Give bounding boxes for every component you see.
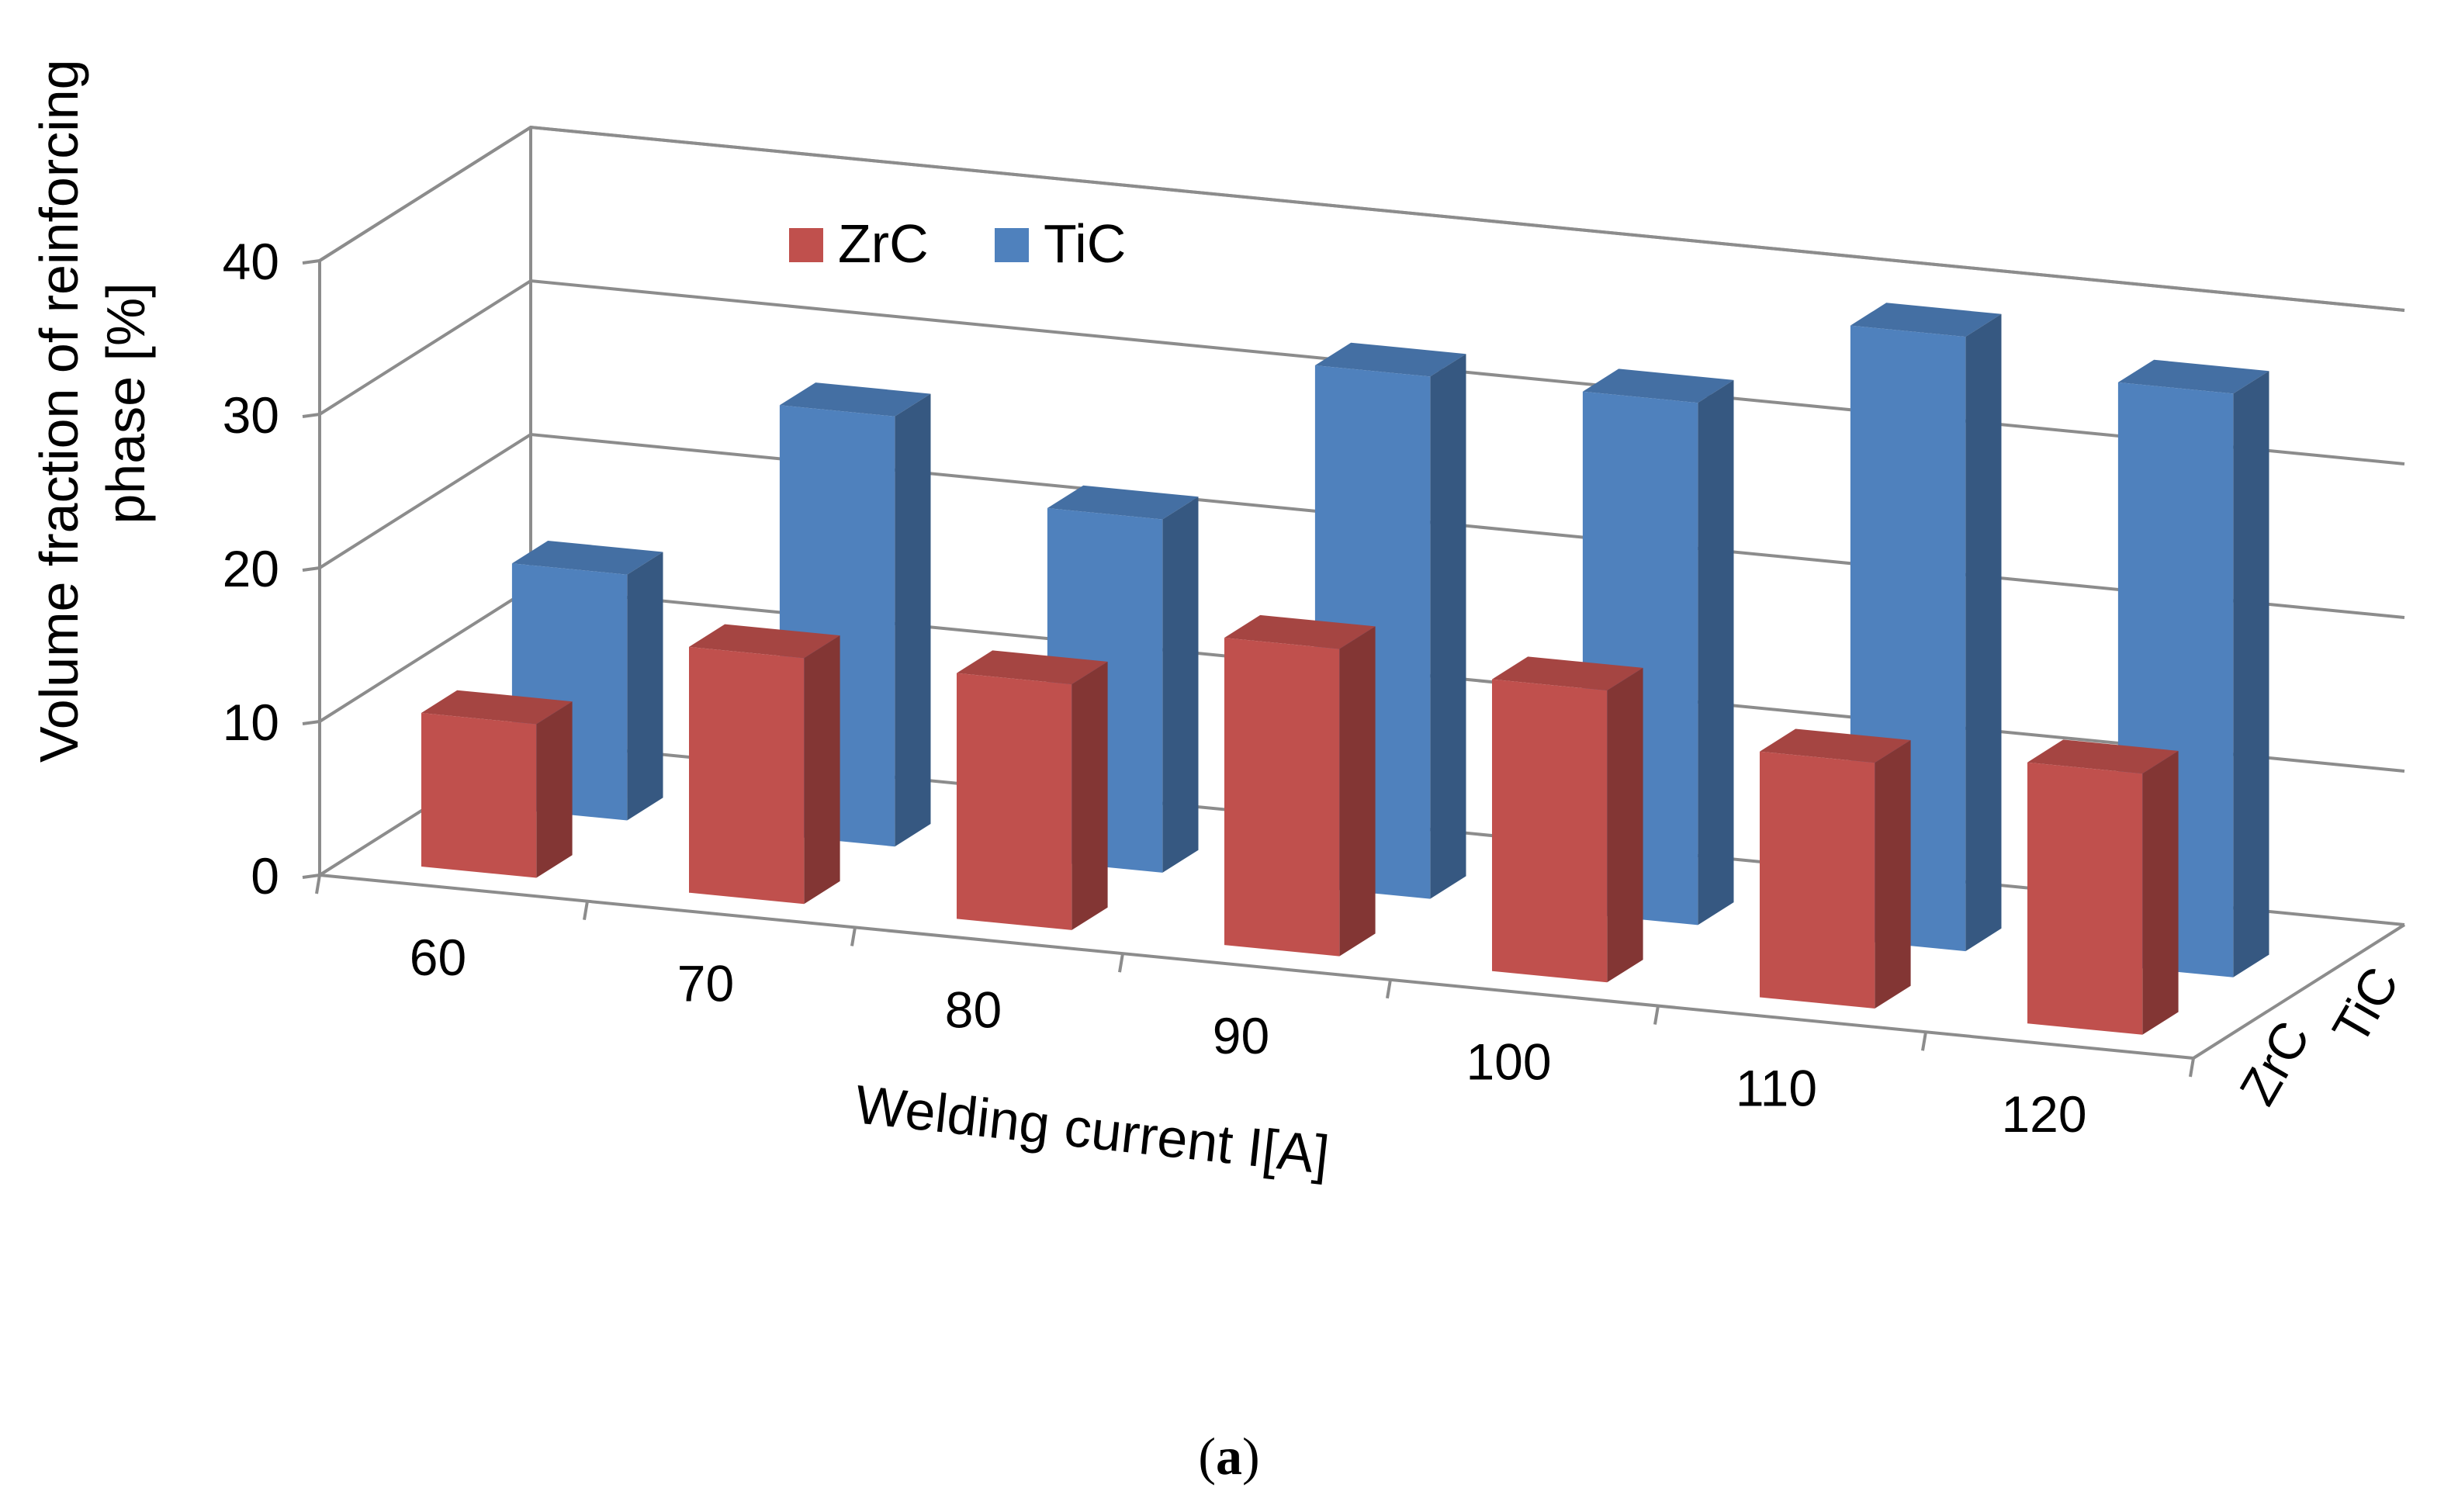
bar-side (627, 552, 663, 821)
y-tick-label: 10 (223, 694, 279, 751)
bar-top (689, 624, 840, 659)
y-axis-title-line-2: phase [%] (95, 282, 156, 524)
legend-label-tic: TiC (1044, 213, 1126, 274)
x-tick-mark (850, 927, 857, 946)
bar-front (1760, 751, 1875, 1009)
x-tick-mark (1118, 953, 1124, 973)
x-tick-mark (315, 874, 321, 894)
y-tick-mark (302, 720, 320, 725)
y-tick-label: 20 (223, 540, 279, 597)
bar-top (421, 690, 573, 725)
bar-top (511, 541, 663, 575)
x-tick-mark (1653, 1005, 1660, 1025)
x-tick-label: 100 (1466, 1033, 1551, 1091)
y-tick-mark (302, 413, 320, 418)
bar-zrc-100 (1492, 656, 1643, 983)
caption-letter: a (1216, 1427, 1242, 1486)
x-axis-ticks: 60 70 80 90 100 110 120 (410, 929, 2087, 1143)
bar-zrc-90 (1224, 614, 1376, 957)
bar-zrc-70 (689, 624, 840, 905)
bar-zrc-120 (2027, 739, 2179, 1035)
bar-front (1492, 679, 1608, 983)
gridline (318, 279, 2405, 465)
y-tick-mark (302, 566, 320, 572)
bar-side (1698, 379, 1734, 926)
bar-side (1071, 661, 1108, 930)
legend-swatch-tic (995, 228, 1029, 262)
x-tick-mark (583, 901, 589, 921)
bar-top (1314, 342, 1466, 377)
bar-side (1965, 313, 2002, 952)
bar-side (1339, 626, 1376, 957)
bar-front (2027, 762, 2143, 1035)
x-tick-label: 60 (410, 929, 466, 986)
x-tick-label: 110 (1736, 1059, 1817, 1116)
gridline (318, 432, 2405, 619)
legend-swatch-zrc (789, 228, 823, 262)
figure-caption: (a) (1198, 1427, 1259, 1486)
wall-top-edge (318, 125, 2405, 312)
y-tick-label: 0 (251, 847, 279, 905)
bar-top (1224, 614, 1376, 649)
bar-top (957, 650, 1108, 685)
bar-side (1162, 497, 1199, 873)
y-tick-label: 40 (223, 233, 279, 290)
x-tick-label: 90 (1213, 1007, 1269, 1064)
depth-axis-label: TiC (2321, 957, 2409, 1054)
bar-top (1760, 728, 1911, 763)
bar-top (2027, 739, 2179, 774)
bar-zrc-80 (957, 650, 1108, 930)
gridline (318, 125, 2405, 312)
bar-top (1492, 656, 1643, 691)
caption-close: ) (1242, 1427, 1260, 1486)
bar-front (421, 713, 537, 878)
x-tick-mark (1386, 979, 1392, 999)
x-tick-mark (1921, 1031, 1927, 1051)
bar-side (804, 635, 840, 905)
x-tick-label: 80 (945, 981, 1002, 1038)
x-axis-title: Welding current I[A] (852, 1074, 1331, 1185)
bar-side (2142, 750, 2179, 1035)
bar-front (1224, 638, 1340, 957)
bar-top (779, 382, 931, 417)
bar-front (689, 646, 805, 905)
bar-top (1850, 303, 2002, 337)
legend-label-zrc: ZrC (838, 213, 929, 274)
y-axis-ticks: 0 10 20 30 40 (223, 233, 279, 905)
y-tick-mark (302, 259, 320, 265)
y-tick-label: 30 (223, 386, 279, 444)
y-axis-title-line-1: Volume fraction of reinforcing (29, 59, 89, 763)
x-tick-mark (2189, 1057, 2195, 1078)
bar-top (1582, 368, 1734, 403)
caption-open: ( (1198, 1427, 1216, 1486)
depth-axis-line (2192, 923, 2406, 1060)
x-axis (315, 874, 2195, 1078)
x-tick-label: 120 (2001, 1085, 2086, 1143)
legend: ZrC TiC (789, 213, 1126, 274)
bar-tic-90 (1314, 342, 1466, 899)
y-axis-title: Volume fraction of reinforcing phase [%] (29, 44, 156, 763)
y-tick-mark (302, 874, 320, 879)
bar-side (536, 701, 573, 878)
x-axis-line (319, 874, 2194, 1060)
bars (421, 303, 2269, 1035)
bar-side (1430, 354, 1466, 899)
bar-side (1875, 740, 1911, 1009)
bar-zrc-110 (1760, 728, 1911, 1009)
bar-side (895, 393, 931, 847)
bar-side (2233, 371, 2269, 977)
bar-front (957, 673, 1072, 930)
bar-zrc-60 (421, 690, 573, 878)
bar-top (1047, 485, 1199, 520)
bar-top (2117, 359, 2269, 394)
bar-side (1607, 667, 1643, 983)
x-tick-label: 70 (677, 955, 734, 1012)
